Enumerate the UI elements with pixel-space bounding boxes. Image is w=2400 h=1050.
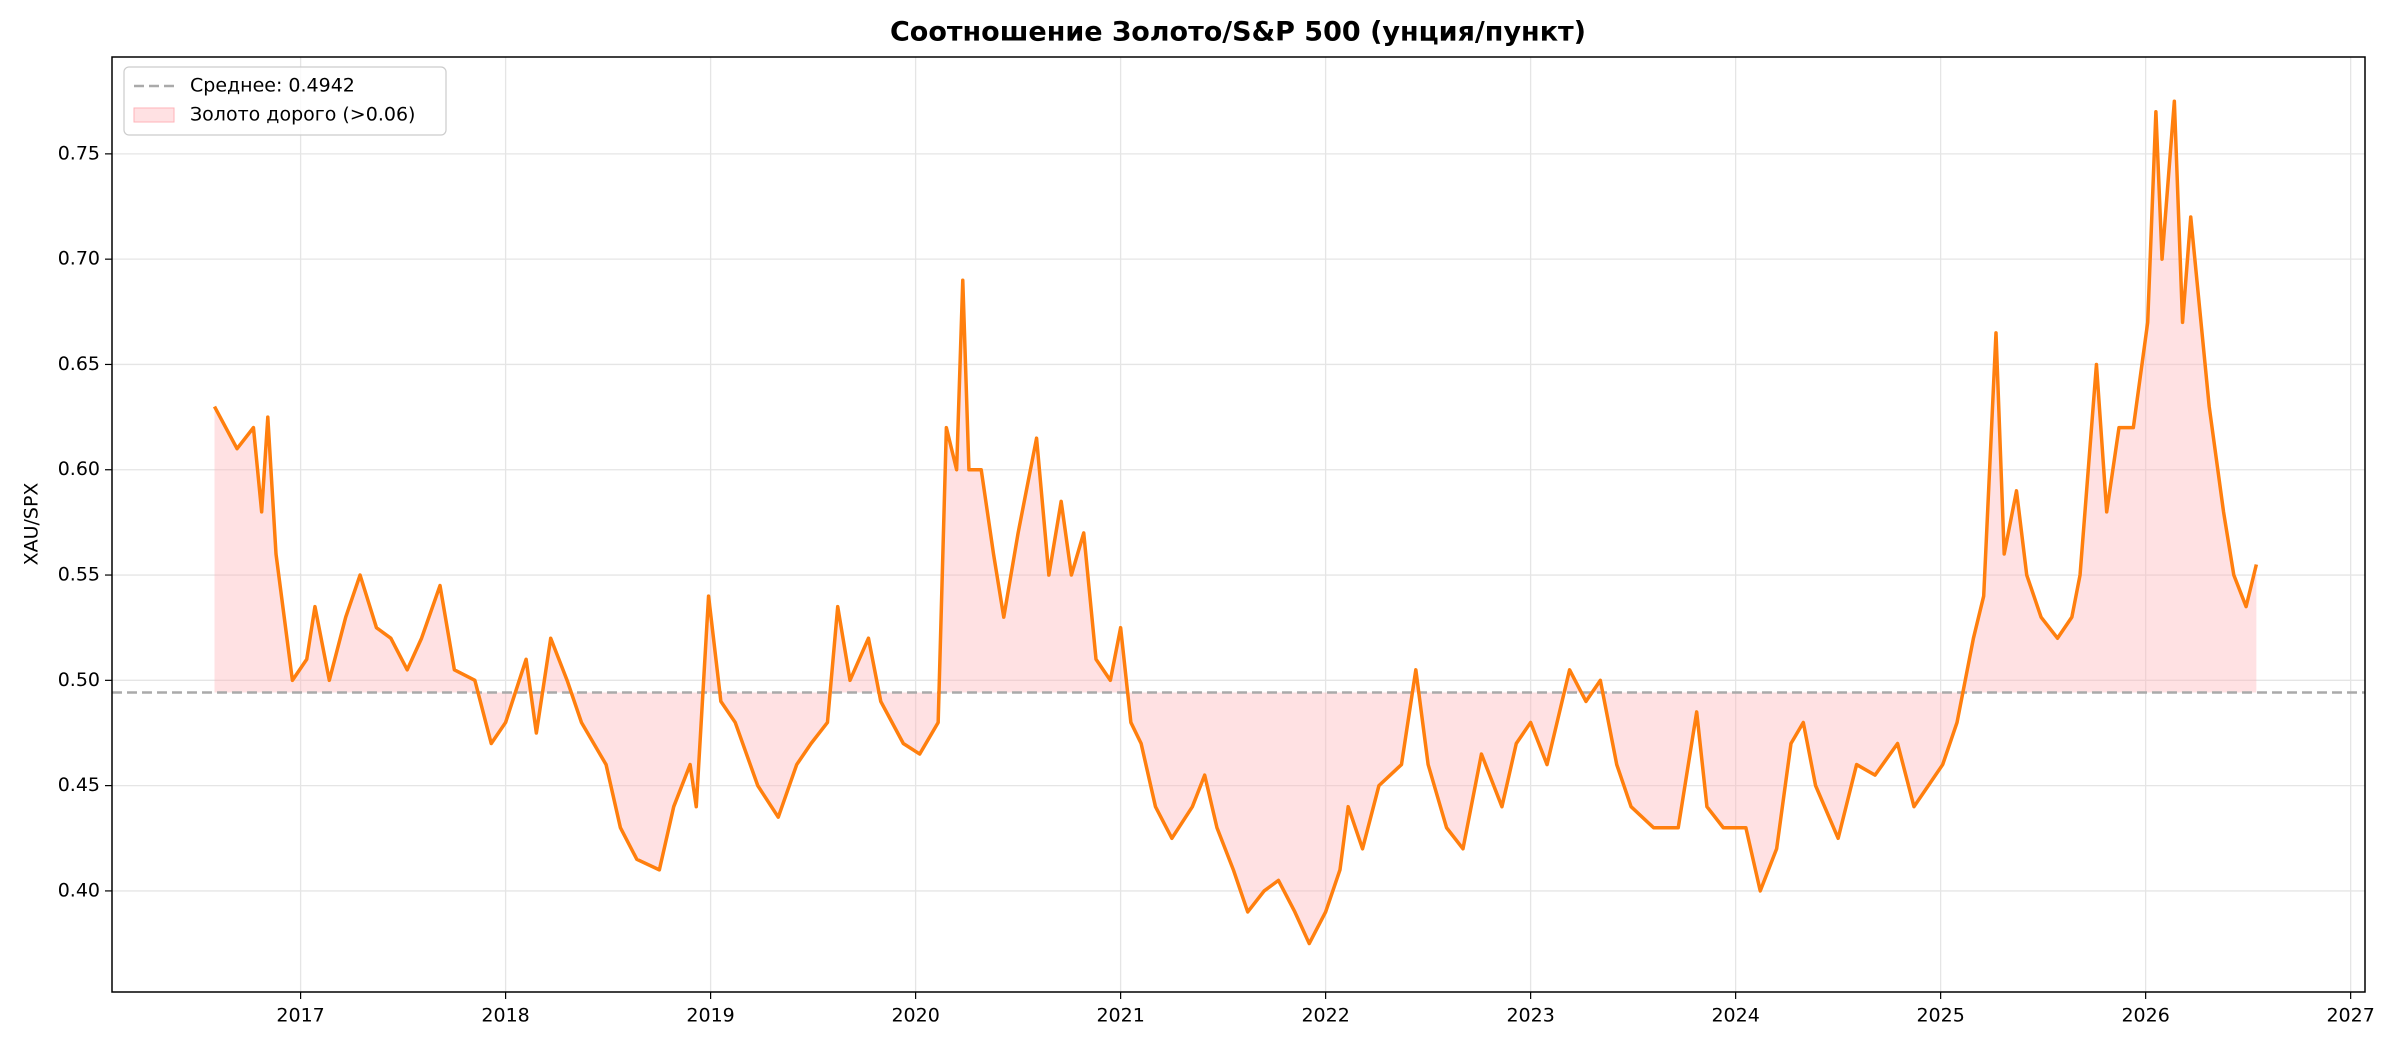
- x-tick-label: 2018: [481, 1005, 529, 1027]
- legend-label: Золото дорого (>0.06): [190, 104, 415, 126]
- legend-fill-swatch: [133, 107, 175, 123]
- x-tick-label: 2025: [1916, 1005, 1964, 1027]
- y-tick-label: 0.65: [58, 353, 100, 375]
- x-tick-label: 2024: [1711, 1005, 1759, 1027]
- y-tick-label: 0.70: [58, 248, 100, 270]
- x-tick-label: 2026: [2121, 1005, 2169, 1027]
- x-tick-label: 2019: [686, 1005, 734, 1027]
- y-tick-label: 0.40: [58, 879, 100, 901]
- x-tick-label: 2022: [1301, 1005, 1349, 1027]
- y-tick-label: 0.50: [58, 669, 100, 691]
- y-tick-label: 0.75: [58, 142, 100, 164]
- legend-label: Среднее: 0.4942: [190, 75, 355, 97]
- x-tick-label: 2017: [276, 1005, 324, 1027]
- x-tick-label: 2023: [1506, 1005, 1554, 1027]
- y-tick-label: 0.55: [58, 564, 100, 586]
- data-line: [212, 99, 2259, 946]
- y-axis-label: XAU/SPX: [21, 483, 43, 566]
- x-tick-label: 2021: [1096, 1005, 1144, 1027]
- x-tick-label: 2020: [891, 1005, 939, 1027]
- y-tick-label: 0.60: [58, 458, 100, 480]
- y-tick-label: 0.45: [58, 774, 100, 796]
- fill-area: [214, 101, 2257, 944]
- chart-title: Соотношение Золото/S&P 500 (унция/пункт): [890, 17, 1586, 48]
- x-tick-label: 2027: [2326, 1005, 2374, 1027]
- plot-frame: [111, 56, 2366, 993]
- legend-box: [123, 66, 447, 136]
